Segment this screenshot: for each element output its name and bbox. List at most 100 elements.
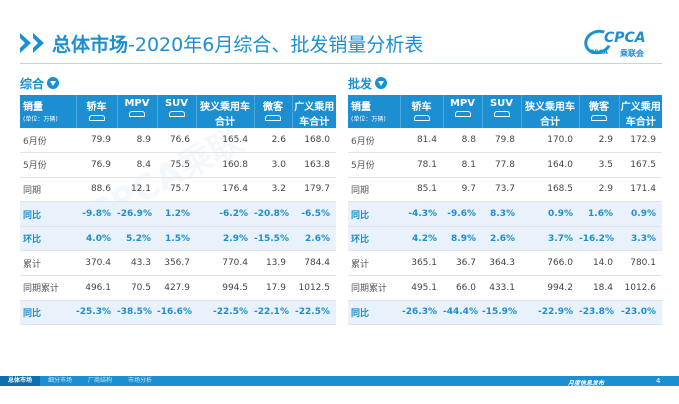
table-row: 累计 365.1 36.7 364.3 766.0 14.0 780.1 xyxy=(348,250,662,277)
table-cell: 75.7 xyxy=(157,177,196,203)
table-cell: 2.6 xyxy=(254,128,292,154)
table-row: 同期 85.1 9.7 73.7 168.5 2.9 171.4 xyxy=(348,177,662,203)
row-label: 同比 xyxy=(348,201,400,227)
table-row: 同比 -4.3% -9.6% 8.3% 0.9% 1.6% 0.9% xyxy=(348,201,662,227)
footer-bar xyxy=(0,376,679,386)
table-row: 同比 -25.3% -38.5% -16.6% -22.5% -22.1% -22.5% xyxy=(20,300,336,326)
table-cell: 75.5 xyxy=(157,152,196,178)
column-header-label: MPV xyxy=(449,98,476,109)
column-header-label: 微客 xyxy=(589,102,609,113)
column-header: 狭义乘用车合计 xyxy=(196,95,255,128)
table-cell: 8.4 xyxy=(117,152,157,178)
table-cell: -38.5% xyxy=(117,300,157,326)
column-header-label: SUV xyxy=(489,98,514,109)
table-row: 同比 -9.8% -26.9% 1.2% -6.2% -20.8% -6.5% xyxy=(20,201,336,227)
table-cell: 17.9 xyxy=(254,275,292,301)
table-cell: 1012.5 xyxy=(292,275,336,301)
table-cell: 994.5 xyxy=(196,275,254,301)
column-header: 狭义乘用车合计 xyxy=(521,95,580,128)
table-cell: 766.0 xyxy=(521,250,579,277)
table-cell: 8.8 xyxy=(443,128,482,154)
table-cell: -20.8% xyxy=(254,201,292,227)
column-header: SUV xyxy=(482,95,522,128)
column-header-label: 广义乘用车合计 xyxy=(620,102,661,128)
wholesale-table: 销量 (单位：万辆) 轿车 MPV SUV 狭义乘用车合计 微客 广义乘用车合计 6月份 81.… xyxy=(348,95,662,326)
column-header-label: 轿车 xyxy=(86,102,107,113)
table-cell: 8.9 xyxy=(117,128,157,154)
table-cell: 8.9% xyxy=(443,226,482,252)
table-cell: -15.5% xyxy=(254,226,292,252)
table-cell: 168.5 xyxy=(521,177,579,203)
row-label: 同比 xyxy=(20,300,76,326)
footer-nav-item[interactable]: 厂商结构 xyxy=(88,377,113,384)
table-cell: 4.2% xyxy=(400,226,443,252)
row-label: 同比 xyxy=(348,300,400,326)
table-cell: 496.1 xyxy=(76,275,117,301)
table-cell: -9.8% xyxy=(76,201,117,227)
column-header: 广义乘用车合计 xyxy=(292,95,336,128)
table-cell: 164.0 xyxy=(521,152,579,178)
table-cell: 2.6% xyxy=(482,226,521,252)
row-label: 环比 xyxy=(348,226,400,252)
table-cell: 160.8 xyxy=(196,152,254,178)
table-cell: 3.5 xyxy=(579,152,619,178)
column-header: 微客 xyxy=(254,95,293,128)
comprehensive-table: 销量 (单位：万辆) 轿车 MPV SUV 狭义乘用车合计 微客 广义乘用车合计 6月份 79.… xyxy=(20,95,336,326)
row-label: 累计 xyxy=(20,250,76,277)
table-row: 同期 88.6 12.1 75.7 176.4 3.2 179.7 xyxy=(20,177,336,203)
table-cell: -4.3% xyxy=(400,201,443,227)
comprehensive-panel: 综合 销量 (单位：万辆) 轿车 MPV SUV 狭义乘用车合计 微客 广义乘用车合计 6月份… xyxy=(20,74,336,326)
table-cell: 176.4 xyxy=(196,177,254,203)
column-header-label: 轿车 xyxy=(411,102,432,113)
table-cell: 168.0 xyxy=(292,128,336,154)
car-icon xyxy=(129,111,145,117)
logo-cn: 乘联会 xyxy=(620,49,644,58)
table-cell: 5.2% xyxy=(117,226,157,252)
table-cell: -25.3% xyxy=(76,300,117,326)
column-header-label: 狭义乘用车合计 xyxy=(525,102,575,128)
table-cell: 43.3 xyxy=(117,250,157,277)
row-label: 累计 xyxy=(348,250,400,277)
logo-text: CPCA xyxy=(604,30,646,46)
table-cell: 994.2 xyxy=(521,275,579,301)
footer-nav-item[interactable]: 总体市场 xyxy=(0,376,41,386)
table-cell: 76.9 xyxy=(76,152,117,178)
row-label: 同期 xyxy=(20,177,76,203)
car-icon xyxy=(591,115,607,121)
table-cell: 0.9% xyxy=(521,201,579,227)
table-cell: 170.0 xyxy=(521,128,579,154)
table-row: 同比 -26.3% -44.4% -15.9% -22.9% -23.8% -23.0% xyxy=(348,300,662,326)
unit-label: (单位：万辆) xyxy=(23,116,58,123)
table-cell: 356.7 xyxy=(157,250,196,277)
comprehensive-section-label: 综合 xyxy=(20,74,336,92)
table-cell: 163.8 xyxy=(292,152,336,178)
row-label: 同比 xyxy=(20,201,76,227)
table-cell: -23.8% xyxy=(579,300,619,326)
table-row: 同期累计 496.1 70.5 427.9 994.5 17.9 1012.5 xyxy=(20,275,336,301)
table-row: 6月份 79.9 8.9 76.6 165.4 2.6 168.0 xyxy=(20,128,336,154)
table-cell: 18.4 xyxy=(579,275,619,301)
table-cell: 4.0% xyxy=(76,226,117,252)
footer-nav-item[interactable]: 市场分析 xyxy=(128,377,153,384)
row-label: 5月份 xyxy=(348,152,400,178)
footer-nav-item[interactable]: 细分市场 xyxy=(48,377,73,384)
table-cell: -26.3% xyxy=(400,300,443,326)
table-cell: -22.1% xyxy=(254,300,292,326)
title-rest: -2020年6月综合、批发销量分析表 xyxy=(128,33,424,56)
table-cell: 3.2 xyxy=(254,177,292,203)
circle-down-arrow-icon xyxy=(375,77,388,89)
table-cell: 2.9 xyxy=(579,128,619,154)
table-cell: 427.9 xyxy=(157,275,196,301)
table-cell: 81.4 xyxy=(400,128,443,154)
table-cell: 0.9% xyxy=(619,201,662,227)
title-bold: 总体市场 xyxy=(52,33,129,56)
row-label: 环比 xyxy=(20,226,76,252)
table-cell: 3.0 xyxy=(254,152,292,178)
table-cell: 14.0 xyxy=(579,250,619,277)
table-cell: 2.9 xyxy=(579,177,619,203)
car-icon xyxy=(454,111,471,117)
column-header: SUV xyxy=(157,95,197,128)
table-row: 5月份 76.9 8.4 75.5 160.8 3.0 163.8 xyxy=(20,152,336,178)
car-icon xyxy=(88,115,105,121)
table-cell: 165.4 xyxy=(196,128,254,154)
